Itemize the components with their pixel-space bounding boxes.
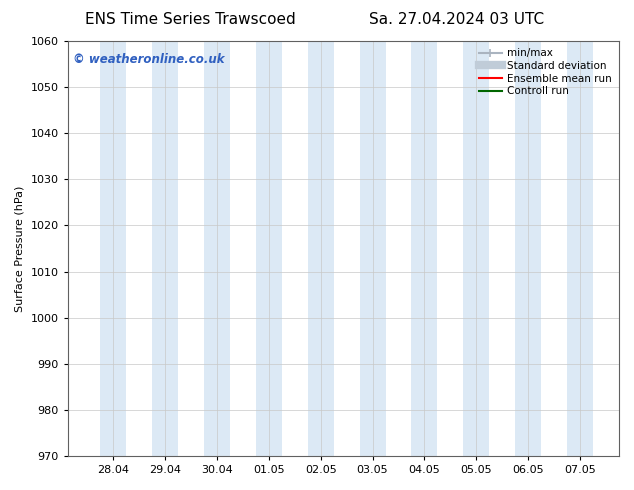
Y-axis label: Surface Pressure (hPa): Surface Pressure (hPa) (15, 185, 25, 312)
Bar (463, 41, 489, 456)
Text: ENS Time Series Trawscoed: ENS Time Series Trawscoed (85, 12, 295, 27)
Bar (204, 41, 230, 456)
Bar (515, 41, 541, 456)
Legend: min/max, Standard deviation, Ensemble mean run, Controll run: min/max, Standard deviation, Ensemble me… (477, 46, 614, 98)
Bar (359, 41, 385, 456)
Bar (567, 41, 593, 456)
Bar (100, 41, 126, 456)
Bar (256, 41, 281, 456)
Bar (152, 41, 178, 456)
Bar (411, 41, 437, 456)
Bar (307, 41, 333, 456)
Text: Sa. 27.04.2024 03 UTC: Sa. 27.04.2024 03 UTC (369, 12, 544, 27)
Text: © weatheronline.co.uk: © weatheronline.co.uk (73, 53, 225, 67)
